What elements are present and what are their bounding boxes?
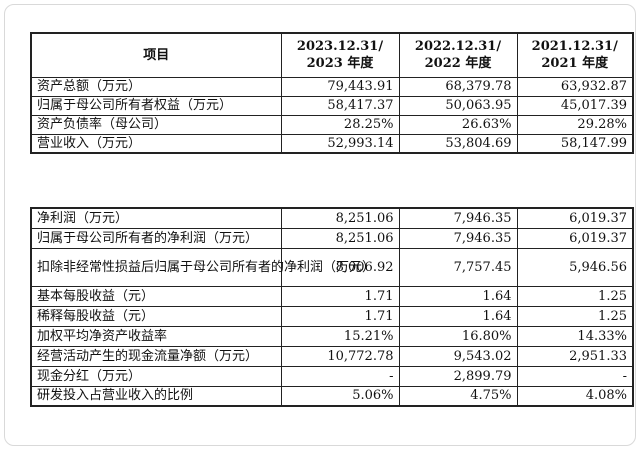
- value-2023: 52,993.14: [280, 133, 400, 154]
- header-2021-line1: 2021.12.31/: [531, 39, 618, 55]
- row-label: 净利润（万元）: [30, 207, 282, 229]
- value-2023: 8,251.06: [280, 207, 400, 229]
- table-row: 经营活动产生的现金流量净额（万元） 10,772.78 9,543.02 2,9…: [30, 345, 634, 367]
- financial-table-bottom: 净利润（万元） 8,251.06 7,946.35 6,019.37 归属于母公…: [30, 207, 634, 407]
- value-2021: 6,019.37: [516, 227, 634, 249]
- row-label: 营业收入（万元）: [30, 133, 282, 154]
- value-2022: 16.80%: [398, 325, 518, 347]
- value-2022: 7,946.35: [398, 227, 518, 249]
- value-2022: 1.64: [398, 285, 518, 307]
- value-2022: 53,804.69: [398, 133, 518, 154]
- row-label: 研发投入占营业收入的比例: [30, 385, 282, 407]
- row-label: 资产总额（万元）: [30, 76, 282, 97]
- value-2023: -: [280, 365, 400, 387]
- value-2023: 15.21%: [280, 325, 400, 347]
- table-row: 稀释每股收益（元） 1.71 1.64 1.25: [30, 305, 634, 327]
- value-2022: 7,946.35: [398, 207, 518, 229]
- value-2022: 9,543.02: [398, 345, 518, 367]
- value-2022: 7,757.45: [398, 247, 518, 287]
- header-2023-line1: 2023.12.31/: [296, 39, 384, 55]
- row-label: 稀释每股收益（元）: [30, 305, 282, 327]
- table-row: 营业收入（万元） 52,993.14 53,804.69 58,147.99: [30, 133, 634, 154]
- value-2021: 45,017.39: [516, 95, 634, 116]
- value-2021: 1.25: [516, 285, 634, 307]
- value-2022: 2,899.79: [398, 365, 518, 387]
- value-2022: 50,063.95: [398, 95, 518, 116]
- header-2021-line2: 2021 年度: [541, 56, 609, 72]
- value-2021: 2,951.33: [516, 345, 634, 367]
- value-2021: 14.33%: [516, 325, 634, 347]
- value-2023: 28.25%: [280, 114, 400, 135]
- value-2021: 29.28%: [516, 114, 634, 135]
- table-row: 归属于母公司所有者权益（万元） 58,417.37 50,063.95 45,0…: [30, 95, 634, 116]
- value-2023: 1.71: [280, 305, 400, 327]
- value-2023: 10,772.78: [280, 345, 400, 367]
- table-row: 资产负债率（母公司） 28.25% 26.63% 29.28%: [30, 114, 634, 135]
- value-2023: 58,417.37: [280, 95, 400, 116]
- value-2021: 63,932.87: [516, 76, 634, 97]
- value-2023: 1.71: [280, 285, 400, 307]
- value-2021: 1.25: [516, 305, 634, 327]
- table-row: 扣除非经常性损益后归属于母公司所有者的净利润（万元） 8,006.92 7,75…: [30, 247, 634, 287]
- value-2022: 26.63%: [398, 114, 518, 135]
- row-label: 扣除非经常性损益后归属于母公司所有者的净利润（万元）: [30, 247, 375, 287]
- row-label: 归属于母公司所有者权益（万元）: [30, 95, 282, 116]
- value-2023: 79,443.91: [280, 76, 400, 97]
- table-row: 现金分红（万元） - 2,899.79 -: [30, 365, 634, 387]
- value-2021: 58,147.99: [516, 133, 634, 154]
- row-label: 经营活动产生的现金流量净额（万元）: [30, 345, 282, 367]
- image-frame: [4, 4, 636, 446]
- value-2023: 5.06%: [280, 385, 400, 407]
- value-2022: 1.64: [398, 305, 518, 327]
- header-2022-line1: 2022.12.31/: [414, 39, 502, 55]
- row-label: 资产负债率（母公司）: [30, 114, 282, 135]
- header-2023: 2023.12.31/ 2023 年度: [280, 32, 400, 78]
- value-2022: 4.75%: [398, 385, 518, 407]
- table-row: 资产总额（万元） 79,443.91 68,379.78 63,932.87: [30, 76, 634, 97]
- row-label: 加权平均净资产收益率: [30, 325, 282, 347]
- table-row: 加权平均净资产收益率 15.21% 16.80% 14.33%: [30, 325, 634, 347]
- value-2021: 4.08%: [516, 385, 634, 407]
- header-2022: 2022.12.31/ 2022 年度: [398, 32, 518, 78]
- table-row: 归属于母公司所有者的净利润（万元） 8,251.06 7,946.35 6,01…: [30, 227, 634, 249]
- value-2022: 68,379.78: [398, 76, 518, 97]
- value-2021: -: [516, 365, 634, 387]
- row-label: 现金分红（万元）: [30, 365, 282, 387]
- header-2023-line2: 2023 年度: [306, 56, 374, 72]
- value-2023: 8,251.06: [280, 227, 400, 249]
- value-2021: 5,946.56: [516, 247, 634, 287]
- header-2022-line2: 2022 年度: [424, 56, 492, 72]
- table-row: 基本每股收益（元） 1.71 1.64 1.25: [30, 285, 634, 307]
- table-row: 研发投入占营业收入的比例 5.06% 4.75% 4.08%: [30, 385, 634, 407]
- header-2021: 2021.12.31/ 2021 年度: [516, 32, 634, 78]
- table-row: 净利润（万元） 8,251.06 7,946.35 6,019.37: [30, 207, 634, 229]
- financial-table-top: 项目 2023.12.31/ 2023 年度 2022.12.31/ 2022 …: [30, 32, 634, 154]
- row-label: 归属于母公司所有者的净利润（万元）: [30, 227, 282, 249]
- row-label: 基本每股收益（元）: [30, 285, 282, 307]
- header-item: 项目: [30, 32, 282, 78]
- value-2021: 6,019.37: [516, 207, 634, 229]
